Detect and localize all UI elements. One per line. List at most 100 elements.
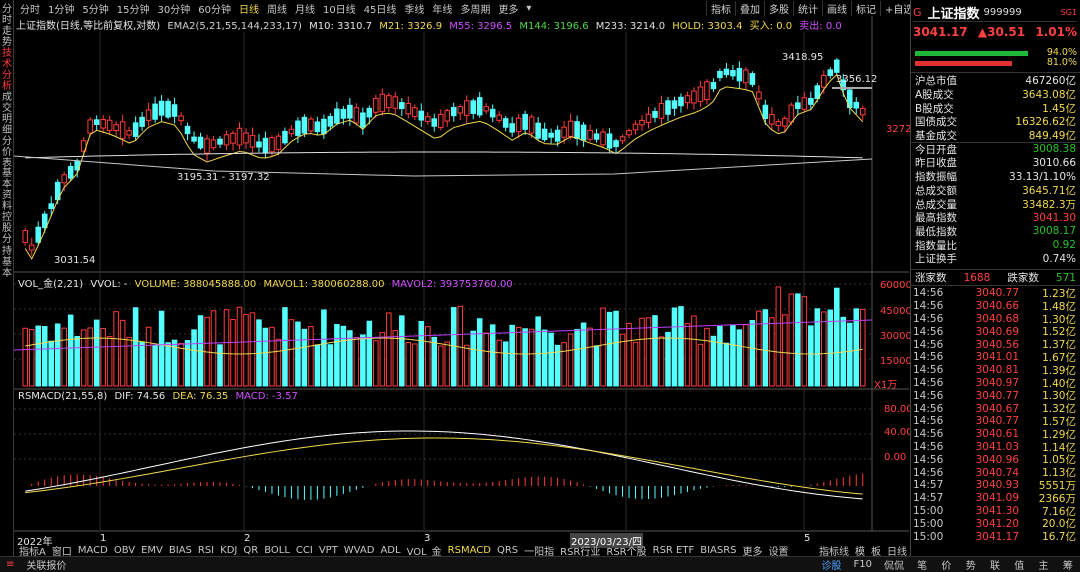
ind-tab-window[interactable]: 窗口 [51, 546, 72, 558]
ind-tab-settings[interactable]: 设置 [768, 546, 789, 558]
vol-legend: VOL_金(2,21) VVOL: - VOLUME: 388045888.00… [18, 275, 517, 290]
tab-trade-detail[interactable]: 成交明细 [2, 92, 12, 136]
tool-indicator[interactable]: 指标 [706, 0, 735, 16]
ind-tab-vpt[interactable]: VPT [318, 544, 338, 556]
template-button[interactable]: 模 [855, 546, 865, 558]
period-tab-year[interactable]: 年线 [432, 4, 453, 16]
candle [392, 96, 399, 109]
ind-tab-macd[interactable]: MACD [77, 544, 108, 556]
period-tab-15m[interactable]: 15分钟 [116, 4, 150, 16]
tab-holding[interactable]: 控股分 [2, 212, 12, 245]
ind-tab-boll[interactable]: BOLL [264, 544, 290, 556]
ind-tab-rsr-etf[interactable]: RSR ETF [652, 544, 695, 556]
board-button[interactable]: 板 [871, 546, 881, 558]
stat-label: A股成交 [915, 88, 954, 101]
ind-tab-emv[interactable]: EMV [141, 544, 163, 556]
tick-amount: 1.37亿 [1042, 339, 1076, 352]
tab-time-share[interactable]: 分时走势 [2, 4, 12, 48]
ind-tab-rsr-industry[interactable]: RSR行业 [560, 546, 601, 558]
vol-legend-vvol: VVOL: - [90, 279, 128, 290]
tool-draw[interactable]: 画线 [822, 0, 851, 16]
rp-tab-1[interactable]: 价 [941, 561, 952, 572]
volume-bar [366, 320, 373, 387]
ind-tab-more[interactable]: 更多 [742, 546, 763, 558]
stat-label: 今日开盘 [915, 143, 957, 156]
ind-tab-bias[interactable]: BIAS [168, 544, 192, 556]
chart-area[interactable]: 上证指数(日线,等比前复权,对数) EMA2(5,21,55,144,233,1… [14, 16, 913, 548]
period-tab-1m[interactable]: 1分钟 [48, 4, 75, 16]
status-f10[interactable]: F10 [853, 559, 872, 570]
ind-tab-rsi[interactable]: RSI [197, 544, 215, 556]
tool-overlay[interactable]: 叠加 [735, 0, 764, 16]
tab-price-table[interactable]: 分价表 [2, 136, 12, 169]
candle [22, 230, 29, 243]
price-change-pct: 1.01% [1035, 25, 1077, 39]
ind-tab-a[interactable]: 指标A [19, 546, 46, 558]
period-tab-10d[interactable]: 10日线 [322, 4, 356, 16]
macd-axis-40: 40.00 [884, 427, 913, 438]
period-tab-5m[interactable]: 5分钟 [82, 4, 109, 16]
ind-tab-wvad[interactable]: WVAD [343, 544, 375, 556]
tool-mark[interactable]: 标记 [851, 0, 880, 16]
candle [165, 100, 171, 118]
kline-chart-svg[interactable] [14, 16, 909, 544]
period-tab-month[interactable]: 月线 [294, 4, 315, 16]
volume-bar [704, 327, 710, 387]
ind-tab-qr[interactable]: QR [243, 544, 259, 556]
rp-tab-3[interactable]: 联 [989, 561, 1000, 572]
ind-tab-qrs[interactable]: QRS [496, 544, 519, 556]
ind-tab-rsr-stock[interactable]: RSR个股 [606, 546, 647, 558]
ind-tab-kdj[interactable]: KDJ [220, 544, 238, 556]
period-tab-45d[interactable]: 45日线 [363, 4, 397, 16]
rp-tab-4[interactable]: 值 [1014, 561, 1025, 572]
period-tab-day[interactable]: 日线 [238, 4, 259, 16]
volume-bar [853, 308, 860, 387]
candle [353, 107, 360, 124]
candle [424, 116, 431, 122]
period-tab-more[interactable]: 更多 [498, 4, 519, 16]
period-tab-30m[interactable]: 30分钟 [157, 4, 191, 16]
volume-bar [710, 335, 717, 387]
rp-tab-2[interactable]: 势 [965, 561, 976, 572]
ind-tab-obv[interactable]: OBV [113, 544, 136, 556]
ind-tab-adl[interactable]: ADL [380, 544, 401, 556]
rp-tab-6[interactable]: 筹 [1062, 561, 1073, 572]
period-tab-quarter[interactable]: 季线 [404, 4, 425, 16]
ind-tab-vol-gold[interactable]: VOL_金 [406, 546, 442, 558]
status-diagnose[interactable]: 诊股 [821, 561, 842, 572]
tool-add-watch[interactable]: +自选 [880, 0, 917, 16]
chevron-down-icon[interactable]: ▾ [526, 2, 532, 14]
tick-row: 14:56 3041.01 1.67亿 [913, 351, 1076, 364]
stat-value: 33.13/1.10% [1009, 170, 1076, 183]
day-line-button[interactable]: 日线 [887, 546, 907, 558]
x-label-3: 3 [424, 533, 431, 544]
candle [632, 123, 639, 131]
candle [626, 130, 632, 136]
rp-tab-0[interactable]: 笔 [917, 561, 928, 572]
menu-icon[interactable]: ≡ [6, 559, 15, 570]
related-quote-label[interactable]: 关联报价 [26, 561, 67, 572]
tool-multi[interactable]: 多股 [764, 0, 793, 16]
ind-tab-biasrs[interactable]: BIASRS [700, 544, 737, 556]
price-change: ▲30.51 [977, 25, 1026, 39]
candle [652, 110, 658, 118]
volume-bar [236, 306, 243, 387]
tick-row: 14:56 3040.61 1.29亿 [913, 428, 1076, 441]
status-chat[interactable]: 侃侃 [884, 561, 904, 572]
period-tab-fenshi[interactable]: 分时 [20, 4, 40, 16]
tool-stats[interactable]: 统计 [793, 0, 822, 16]
tab-basic-info[interactable]: 基本资料 [2, 168, 12, 212]
ind-tab-rsmacd[interactable]: RSMACD [447, 544, 491, 556]
volume-bar [392, 330, 399, 387]
tab-basic[interactable]: 持基本 [2, 246, 12, 279]
period-tab-multi[interactable]: 多周期 [460, 4, 491, 16]
tab-tech-analysis[interactable]: 技术分析 [2, 48, 12, 92]
period-tab-60m[interactable]: 60分钟 [198, 4, 231, 16]
period-tab-week[interactable]: 周线 [266, 4, 287, 16]
candle [106, 119, 113, 132]
ind-tab-cci[interactable]: CCI [295, 544, 313, 556]
ind-line-button[interactable]: 指标线 [819, 546, 849, 558]
stat-label: 总成交量 [915, 198, 957, 211]
rp-tab-5[interactable]: 主 [1038, 561, 1049, 572]
ind-tab-yiyangzhi[interactable]: 一阳指 [524, 546, 555, 558]
